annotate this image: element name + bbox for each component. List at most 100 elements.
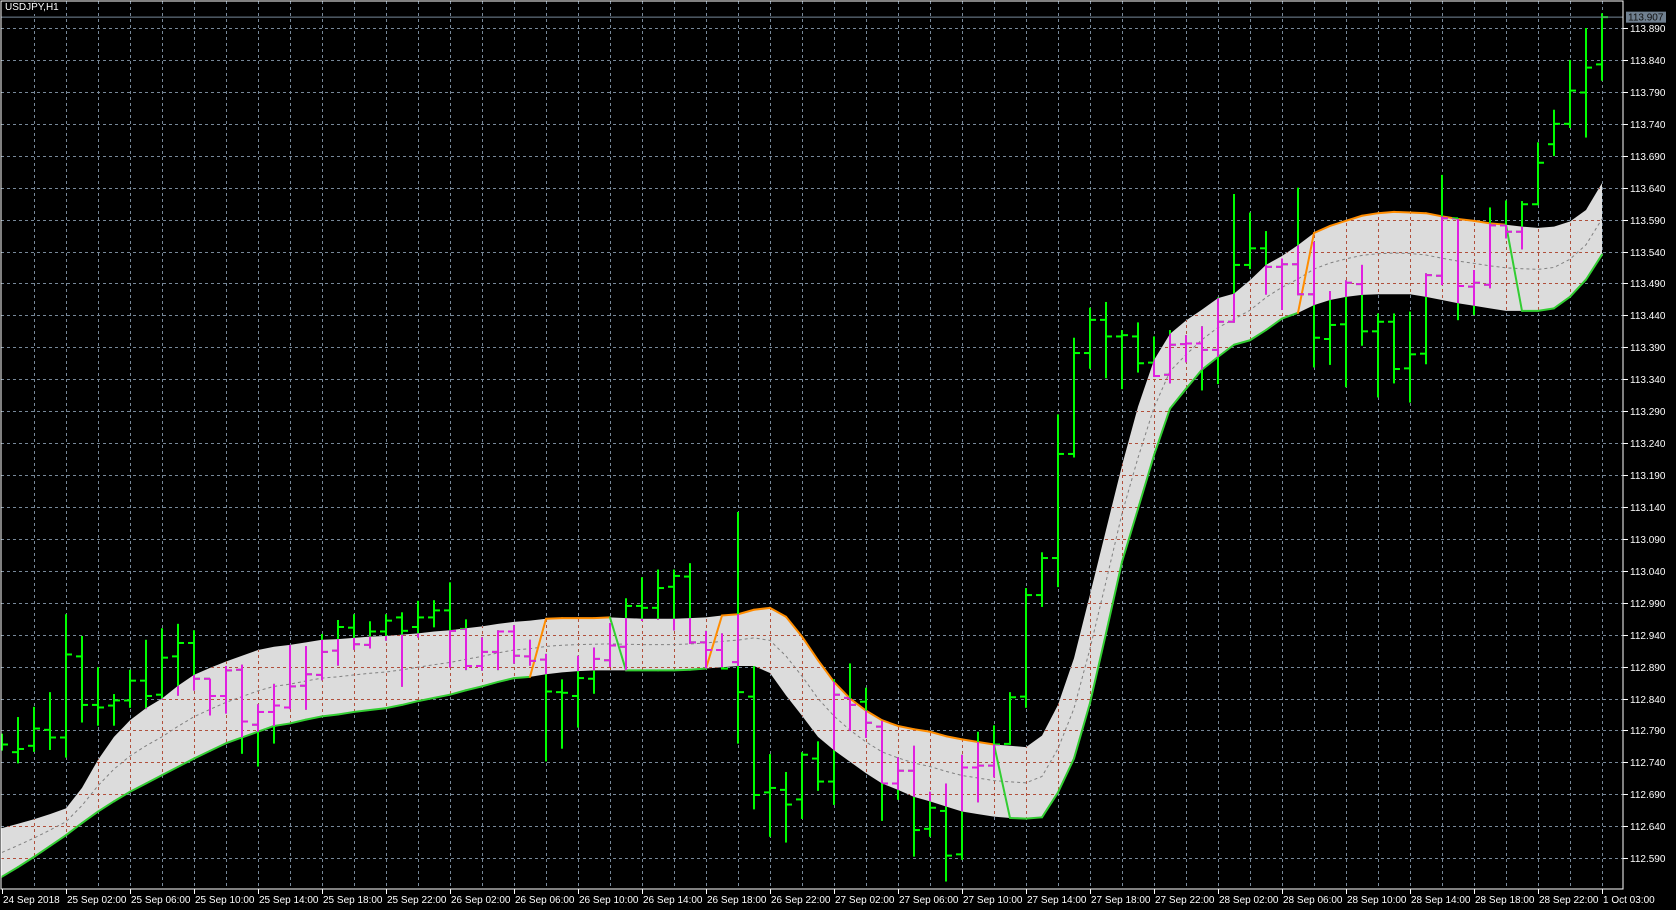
ohlc-bar xyxy=(1324,291,1336,365)
price-label: 113.340 xyxy=(1630,375,1666,386)
current-price-tag xyxy=(1626,11,1666,23)
trend-line-segment xyxy=(1025,816,1043,820)
trend-line-segment xyxy=(465,685,483,692)
ohlc-bar xyxy=(1164,330,1176,384)
ohlc-bar xyxy=(508,625,520,664)
ohlc-bar xyxy=(1052,414,1064,588)
trend-line-segment xyxy=(1281,311,1299,320)
ohlc-bar xyxy=(1548,109,1560,157)
trend-line-segment xyxy=(1137,454,1155,510)
ohlc-bar xyxy=(604,623,616,667)
ohlc-bar xyxy=(1116,330,1128,390)
ohlc-bar xyxy=(60,614,72,758)
price-label: 113.090 xyxy=(1630,535,1666,546)
trend-line-segment xyxy=(337,710,355,716)
trend-line-segment xyxy=(945,735,963,741)
current-price-label: 113.907 xyxy=(1628,13,1664,24)
time-label: 27 Sep 22:00 xyxy=(1155,895,1215,906)
ohlc-bar xyxy=(1084,307,1096,369)
ohlc-bar xyxy=(1,733,8,751)
time-label: 25 Sep 06:00 xyxy=(131,895,191,906)
trend-line-segment xyxy=(1121,507,1139,563)
time-label: 28 Sep 22:00 xyxy=(1539,895,1599,906)
trend-line-segment xyxy=(1377,210,1395,215)
trend-line-segment xyxy=(161,765,179,777)
ohlc-bar xyxy=(1532,142,1544,206)
trend-line-segment xyxy=(97,800,115,813)
trend-line-segment xyxy=(1185,368,1203,390)
time-label: 25 Sep 22:00 xyxy=(387,895,447,906)
price-label: 113.840 xyxy=(1630,56,1666,67)
ohlc-bar xyxy=(300,646,312,710)
price-label: 113.140 xyxy=(1630,503,1666,514)
time-label: 25 Sep 18:00 xyxy=(323,895,383,906)
time-label: 27 Sep 18:00 xyxy=(1091,895,1151,906)
trend-line-segment xyxy=(929,730,947,738)
ohlc-bar xyxy=(44,692,56,750)
trend-line-segment xyxy=(401,700,419,706)
time-label: 26 Sep 14:00 xyxy=(643,895,703,906)
price-label: 113.890 xyxy=(1630,24,1666,35)
time-label: 25 Sep 10:00 xyxy=(195,895,255,906)
time-label: 1 Oct 03:00 xyxy=(1603,895,1655,906)
trend-line-segment xyxy=(369,707,387,712)
trend-line-segment xyxy=(545,617,563,620)
price-label: 113.240 xyxy=(1630,439,1666,450)
trend-line-segment xyxy=(1345,214,1363,222)
ohlc-bar xyxy=(796,752,808,819)
trend-line-segment xyxy=(529,617,547,678)
trend-line-segment xyxy=(417,696,435,703)
ohlc-bar xyxy=(524,639,536,666)
time-label: 26 Sep 22:00 xyxy=(771,895,831,906)
ohlc-bar xyxy=(1036,552,1048,607)
trend-line-segment xyxy=(609,616,627,672)
grid xyxy=(1,1,1623,889)
price-label: 113.590 xyxy=(1630,216,1666,227)
time-label: 27 Sep 14:00 xyxy=(1027,895,1087,906)
trend-line-segment xyxy=(801,635,819,662)
price-label: 112.890 xyxy=(1630,663,1666,674)
trend-line-segment xyxy=(1553,295,1571,310)
trend-line-segment xyxy=(705,614,723,670)
trend-line-segment xyxy=(385,703,403,710)
trend-line-segment xyxy=(33,845,51,858)
trend-line-segment xyxy=(49,834,67,848)
price-label: 113.190 xyxy=(1630,471,1666,482)
ohlc-bar xyxy=(28,706,40,752)
trend-line-segment xyxy=(1,866,19,878)
trend-line-segment xyxy=(1089,632,1107,705)
trend-line-segment xyxy=(1313,224,1331,234)
trend-line-segment xyxy=(977,740,995,746)
ohlc-bar xyxy=(124,669,136,708)
ohlc-bar xyxy=(156,628,168,700)
trend-line-segment xyxy=(1569,278,1587,298)
price-label: 113.440 xyxy=(1630,311,1666,322)
trend-line-segment xyxy=(897,724,915,731)
trend-line-segment xyxy=(481,680,499,688)
time-label: 27 Sep 06:00 xyxy=(899,895,959,906)
ohlc-bar xyxy=(476,637,488,671)
trend-line-segment xyxy=(833,680,851,700)
trend-line-segment xyxy=(785,615,803,638)
ohlc-bar xyxy=(1580,28,1592,138)
trend-line-segment xyxy=(129,782,147,793)
ohlc-bar xyxy=(140,639,152,710)
trend-line-segment xyxy=(513,675,531,680)
trend-line-segment xyxy=(1041,791,1059,819)
trend-line-segment xyxy=(881,719,899,727)
time-label: 28 Sep 06:00 xyxy=(1283,895,1343,906)
trend-line-segment xyxy=(81,810,99,825)
price-label: 113.540 xyxy=(1630,248,1666,259)
price-label: 113.040 xyxy=(1630,567,1666,578)
trend-line-segment xyxy=(65,822,83,837)
trend-line-segment xyxy=(1105,560,1123,635)
trend-line-segment xyxy=(849,697,867,712)
trend-line-segment xyxy=(1217,343,1235,358)
price-label: 112.690 xyxy=(1630,790,1666,801)
trend-line-segment xyxy=(1249,329,1267,342)
ohlc-bar xyxy=(428,600,440,628)
price-label: 113.390 xyxy=(1630,343,1666,354)
price-axis: 113.890 113.840 113.790 113.740 113.690 113.6… xyxy=(1623,24,1666,865)
